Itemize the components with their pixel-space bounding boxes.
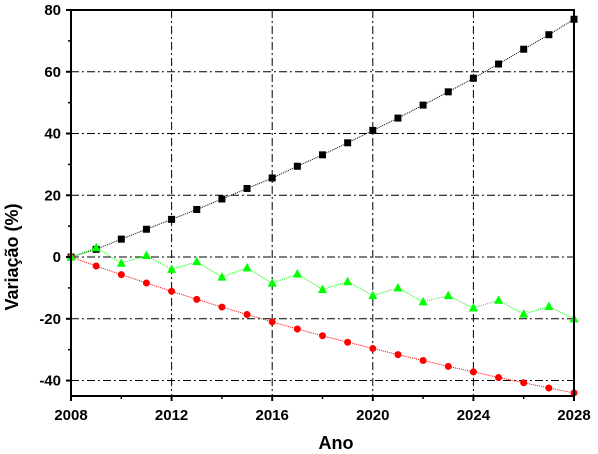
tick-labels: 2008 2012 2016 2020 2024 2028 -40 -20 0 20 40 60 80 [39, 2, 590, 424]
data-point [118, 236, 125, 243]
y-tick-label: 0 [53, 249, 61, 266]
data-point [394, 115, 401, 122]
data-point [244, 311, 251, 318]
data-point [420, 102, 427, 109]
y-tick-label: 60 [44, 64, 61, 81]
x-tick-label: 2016 [256, 407, 289, 424]
data-point [293, 269, 302, 278]
data-point [545, 384, 552, 391]
x-axis-title: Ano [319, 433, 354, 453]
x-tick-label: 2020 [356, 407, 389, 424]
data-point [118, 271, 125, 278]
data-point [143, 226, 150, 233]
data-point [269, 318, 276, 325]
axis-ticks [66, 10, 574, 401]
data-point [394, 351, 401, 358]
data-point [369, 345, 376, 352]
y-tick-label: -20 [39, 311, 61, 328]
y-tick-label: -40 [39, 373, 61, 390]
data-point [393, 283, 402, 292]
data-point [93, 262, 100, 269]
x-tick-label: 2012 [155, 407, 188, 424]
data-point [142, 250, 151, 259]
data-point [193, 296, 200, 303]
data-point [469, 303, 478, 312]
data-point [168, 288, 175, 295]
data-point [495, 61, 502, 68]
x-tick-label: 2028 [557, 407, 590, 424]
data-point [243, 263, 252, 272]
data-point [445, 88, 452, 95]
data-point [343, 277, 352, 286]
data-point [319, 151, 326, 158]
data-point [269, 174, 276, 181]
data-point [445, 363, 452, 370]
x-tick-label: 2008 [54, 407, 87, 424]
data-point [520, 46, 527, 53]
data-point [544, 301, 553, 310]
data-point [545, 31, 552, 38]
y-tick-label: 20 [44, 187, 61, 204]
data-point [470, 75, 477, 82]
series-line-2 [71, 257, 574, 393]
data-point [319, 332, 326, 339]
data-point [420, 357, 427, 364]
data-point [244, 185, 251, 192]
y-axis-title: Variação (%) [2, 203, 22, 310]
data-point [294, 163, 301, 170]
data-point [344, 139, 351, 146]
x-tick-label: 2024 [457, 407, 491, 424]
y-tick-label: 80 [44, 2, 61, 19]
data-point [294, 325, 301, 332]
data-point [117, 258, 126, 267]
data-point [444, 291, 453, 300]
data-point [470, 368, 477, 375]
data-point [318, 284, 327, 293]
data-point [193, 206, 200, 213]
data-point [520, 379, 527, 386]
data-point [344, 339, 351, 346]
series-layer [67, 16, 579, 397]
y-tick-label: 40 [44, 126, 61, 143]
data-point [218, 195, 225, 202]
data-point [369, 127, 376, 134]
data-point [168, 216, 175, 223]
data-point [192, 257, 201, 266]
series-line-1 [71, 19, 574, 257]
data-point [143, 279, 150, 286]
data-point [495, 374, 502, 381]
data-point [419, 297, 428, 306]
data-point [218, 304, 225, 311]
data-point [494, 295, 503, 304]
